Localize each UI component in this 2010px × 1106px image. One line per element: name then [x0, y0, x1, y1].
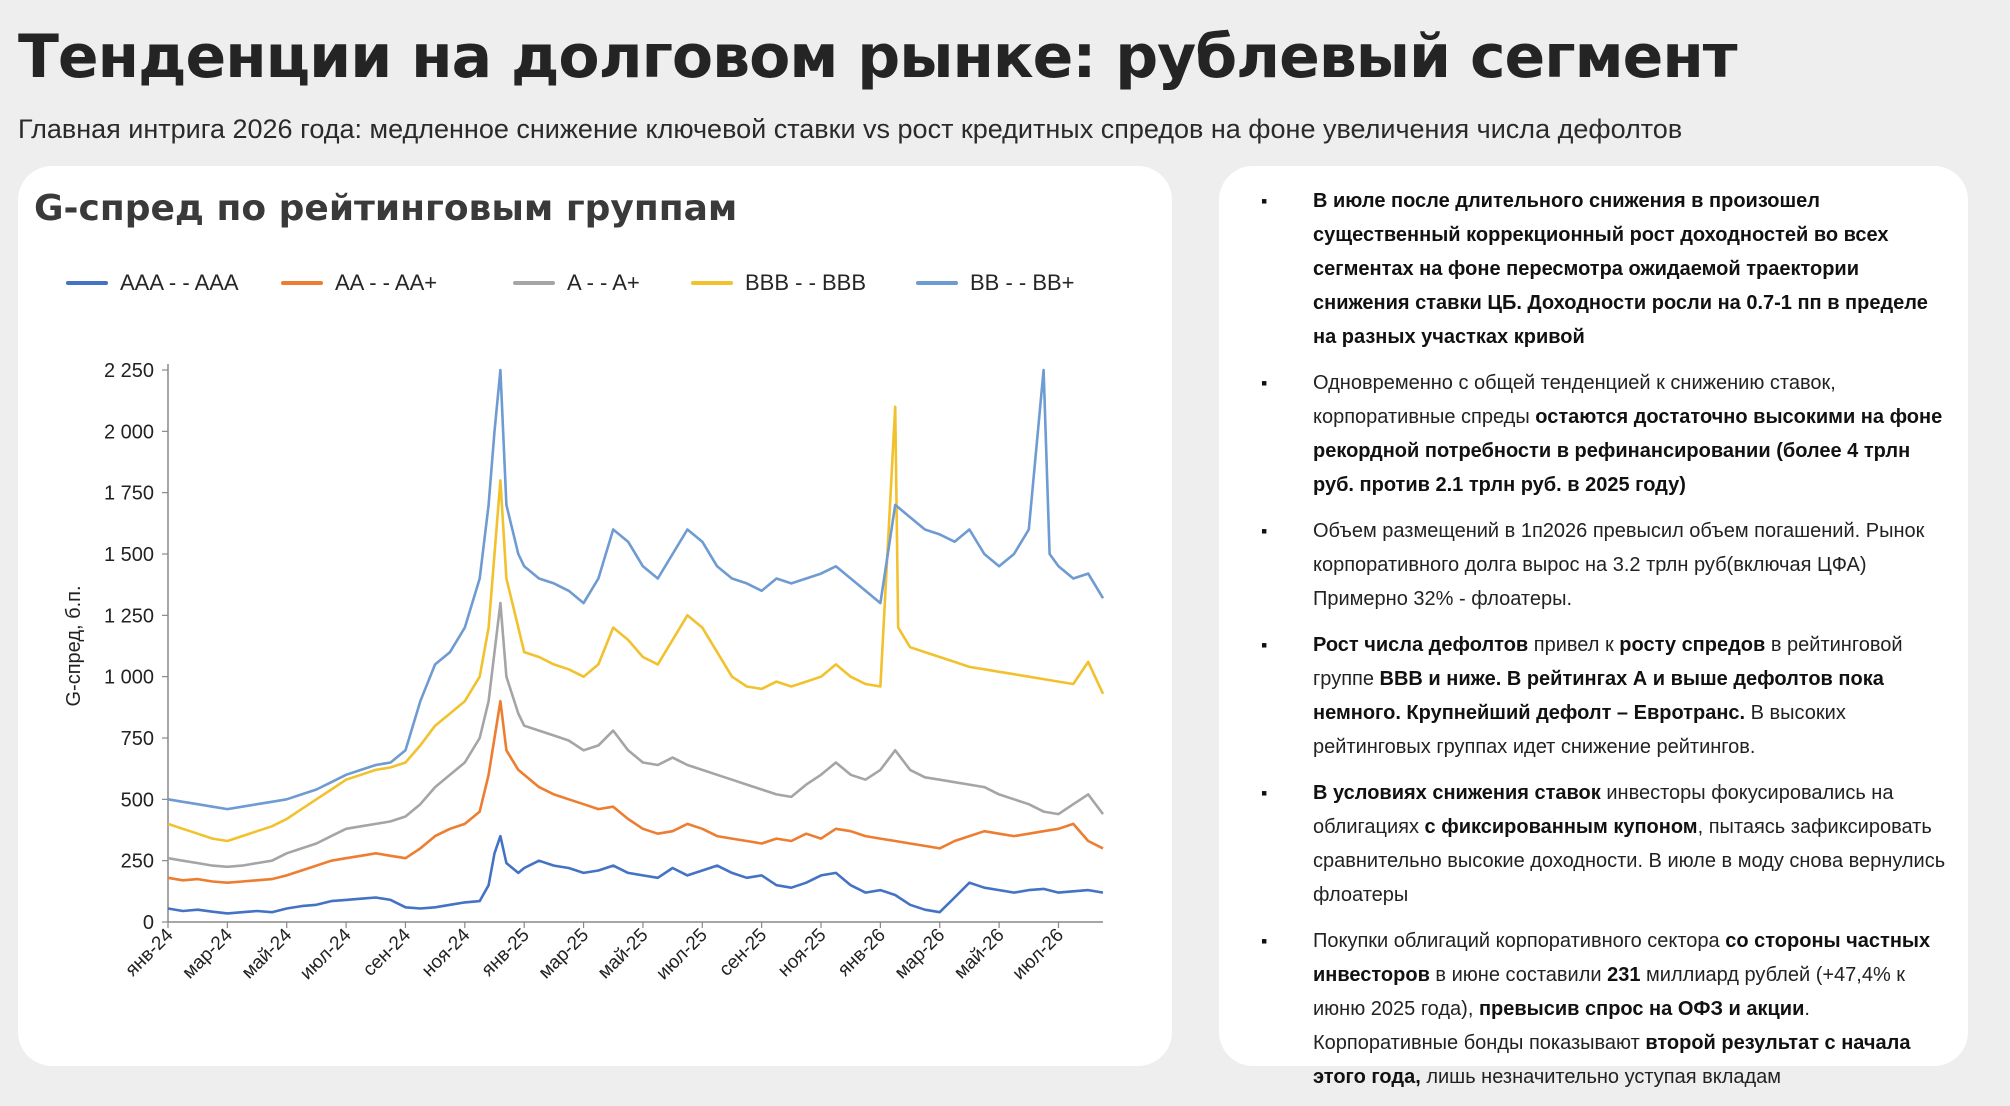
commentary-list: ▪ В июле после длительного снижения в про…	[1247, 184, 1947, 1106]
bullet-text: , пытаясь зафиксировать сравнительно выс…	[1313, 816, 1946, 906]
bullet-text: инвесторы фокусировались на облигациях	[1313, 782, 1894, 838]
bullet-text-bold: В июле после длительного снижения в прои…	[1313, 190, 1928, 348]
bullet-text: . Корпоративные бонды показывают	[1313, 998, 1810, 1054]
x-tick-label: июл-25	[652, 925, 711, 984]
bullet-text-bold: 231	[1607, 964, 1641, 986]
bullet-text-bold: Рост числа дефолтов	[1313, 634, 1529, 656]
legend-label: AAA - - AAA	[120, 270, 239, 295]
legend-label: AA - - AA+	[335, 270, 438, 295]
series-line	[167, 368, 1105, 811]
x-tick-label: май-26	[950, 925, 1008, 983]
bullet-text-bold: В условиях снижения ставок	[1313, 782, 1601, 804]
y-tick-label: 750	[121, 728, 154, 750]
x-tick-label: янв-26	[834, 925, 890, 981]
legend-item: A - - A+	[513, 270, 640, 296]
bullet-text: миллиард рублей (+47,4% к июню 2025 года…	[1313, 964, 1906, 1020]
bullet-marker: ▪	[1261, 373, 1268, 393]
y-tick-label: 1 750	[104, 483, 154, 505]
legend-label: A - - A+	[567, 270, 640, 295]
series-line	[167, 601, 1105, 869]
x-tick-label: ноя-24	[418, 924, 475, 981]
x-tick-label: май-24	[238, 924, 297, 983]
series-line	[167, 699, 1104, 884]
commentary-bullet: ▪ Покупки облигаций корпоративного сектор…	[1247, 924, 1947, 1094]
chart-card: G-спред по рейтинговым группам AAA - - A…	[18, 166, 1172, 1066]
legend-swatch	[513, 281, 555, 285]
series-line	[167, 834, 1104, 915]
y-tick-label: 500	[121, 789, 154, 811]
x-tick-label: июл-26	[1009, 925, 1068, 984]
y-tick-label: 1 250	[104, 605, 154, 627]
page-title: Тенденции на долговом рынке: рублевый се…	[18, 22, 1738, 92]
commentary-card: ▪ В июле после длительного снижения в про…	[1219, 166, 1968, 1088]
y-tick-label: 1 500	[104, 544, 154, 566]
bullet-text: Одновременно с общей тенденцией к снижен…	[1313, 372, 1836, 428]
commentary-bullet: ▪ В июле после длительного снижения в про…	[1247, 184, 1947, 354]
bullet-text-bold: BBB и ниже. В рейтингах А и выше дефолто…	[1313, 668, 1884, 724]
y-tick-label: 2 250	[104, 360, 154, 382]
y-tick-label: 2 000	[104, 421, 154, 443]
bullet-marker: ▪	[1261, 783, 1268, 803]
g-spread-chart: 0 250 500 750 1 000 1 250 1 500 1 750 2 000 2 250…	[63, 360, 1105, 984]
series-line	[167, 405, 1105, 843]
chart-title: G-спред по рейтинговым группам	[34, 188, 738, 229]
x-tick-label: июл-24	[296, 924, 356, 984]
bullet-text: В высоких рейтинговых группах идет сниже…	[1313, 702, 1846, 758]
commentary-bullet: ▪ Одновременно с общей тенденцией к сниже…	[1247, 366, 1947, 502]
legend-label: BBB - - BBB	[745, 270, 867, 295]
commentary-bullet: ▪ Рост числа дефолтов привел к росту спре…	[1247, 628, 1947, 764]
bullet-text: в июне составили	[1429, 964, 1608, 986]
legend-item: BBB - - BBB	[691, 270, 866, 296]
legend-swatch	[916, 281, 958, 285]
commentary-bullet: ▪ Объем размещений в 1п2026 превысил объе…	[1247, 514, 1947, 616]
bullet-text-bold: росту спредов	[1619, 634, 1766, 656]
bullet-marker: ▪	[1261, 521, 1268, 541]
y-tick-label: 250	[121, 851, 154, 873]
x-tick-label: ноя-25	[774, 925, 830, 981]
legend-label: BB - - BB+	[970, 270, 1075, 295]
bullet-text-bold: остаются достаточно высокими на фоне рек…	[1313, 406, 1943, 496]
legend-item: AAA - - AAA	[66, 270, 239, 296]
bullet-text: лишь незначительно уступая вкладам	[1420, 1066, 1782, 1088]
bullet-text-bold: со стороны частных инвесторов	[1313, 930, 1931, 986]
bullet-text-bold: превысив спрос на ОФЗ и акции	[1478, 998, 1805, 1020]
bullet-text: Объем размещений в 1п2026 превысил объем…	[1313, 520, 1925, 610]
bullet-marker: ▪	[1261, 191, 1268, 211]
x-tick-label: май-25	[594, 925, 652, 983]
y-axis-title: G-спред, б.п.	[63, 585, 85, 706]
bullet-text: Покупки облигаций корпоративного сектора	[1313, 930, 1726, 952]
bullet-marker: ▪	[1261, 635, 1268, 655]
x-tick-label: мар-25	[535, 925, 593, 983]
legend-swatch	[281, 281, 323, 285]
legend-swatch	[66, 281, 108, 285]
x-tick-label: сен-25	[715, 925, 771, 981]
x-tick-label: мар-24	[178, 924, 237, 983]
x-tick-label: мар-26	[891, 925, 949, 983]
legend-item: AA - - AA+	[281, 270, 437, 296]
y-tick-label: 0	[143, 912, 154, 934]
x-tick-label: сен-24	[359, 924, 415, 980]
chart-legend: AAA - - AAA AA - - AA+ A - - A+ BBB - - BBB…	[66, 270, 1146, 310]
y-tick-label: 1 000	[104, 667, 154, 689]
page-subtitle: Главная интрига 2026 года: медленное сни…	[18, 114, 1683, 144]
bullet-marker: ▪	[1261, 931, 1268, 951]
bullet-text-bold: с фиксированным купоном	[1424, 816, 1698, 838]
commentary-bullet: ▪ В условиях снижения ставок инвесторы фо…	[1247, 776, 1947, 912]
bullet-text: привел к	[1528, 634, 1620, 656]
legend-swatch	[691, 281, 733, 285]
legend-item: BB - - BB+	[916, 270, 1075, 296]
bullet-text: в рейтинговой группе	[1313, 634, 1903, 690]
x-tick-label: янв-25	[478, 925, 534, 981]
